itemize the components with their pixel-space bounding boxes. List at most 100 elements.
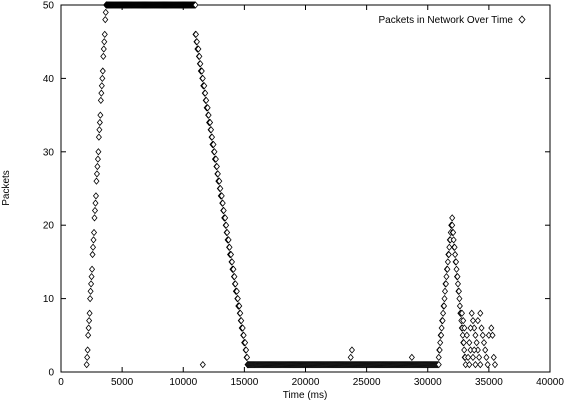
- data-point: [438, 324, 445, 332]
- data-point: [225, 236, 232, 244]
- data-point: [87, 287, 94, 295]
- x-tick-label: 20000: [292, 377, 320, 388]
- data-point: [193, 38, 200, 46]
- data-point: [209, 133, 216, 141]
- data-point: [466, 339, 473, 347]
- data-point: [227, 250, 235, 259]
- data-points: [83, 1, 499, 369]
- data-point: [466, 361, 473, 369]
- data-point: [446, 243, 453, 251]
- data-point: [477, 361, 484, 369]
- data-point: [197, 60, 204, 68]
- data-point: [467, 324, 474, 332]
- data-point: [471, 346, 478, 354]
- data-point: [88, 280, 95, 288]
- data-point: [83, 361, 90, 369]
- data-point: [213, 162, 220, 171]
- data-point: [461, 324, 468, 332]
- data-point: [488, 324, 495, 332]
- data-point: [483, 353, 490, 361]
- x-tick-label: 5000: [111, 377, 134, 388]
- data-point: [242, 339, 249, 347]
- data-point: [100, 45, 107, 53]
- data-point: [473, 339, 480, 347]
- x-tick-label: 30000: [414, 377, 442, 388]
- data-point: [449, 214, 456, 222]
- data-point: [236, 302, 243, 310]
- legend: Packets in Network Over Time: [379, 15, 526, 26]
- data-point: [91, 214, 98, 222]
- data-point: [480, 339, 488, 347]
- data-point: [435, 361, 442, 369]
- data-point: [102, 8, 109, 16]
- data-point: [440, 309, 447, 317]
- data-point: [86, 316, 93, 325]
- data-point: [463, 331, 470, 339]
- data-point: [95, 133, 102, 141]
- data-point: [439, 316, 446, 325]
- data-point: [92, 199, 99, 207]
- data-point: [219, 199, 226, 207]
- data-point: [85, 331, 92, 339]
- data-point: [237, 309, 244, 317]
- data-point: [218, 192, 225, 200]
- data-point: [234, 294, 241, 303]
- data-point: [479, 331, 486, 339]
- data-point: [207, 118, 214, 127]
- data-point: [443, 272, 450, 281]
- data-point: [94, 162, 101, 171]
- data-point: [438, 331, 445, 339]
- x-tick-label: 35000: [475, 377, 503, 388]
- data-point: [232, 280, 239, 288]
- data-point: [469, 353, 477, 361]
- data-point: [210, 140, 217, 149]
- data-point: [93, 170, 100, 178]
- data-point: [97, 96, 104, 105]
- data-point: [90, 236, 97, 244]
- y-tick-label: 20: [43, 221, 55, 232]
- data-point: [101, 38, 108, 46]
- data-point: [223, 221, 230, 229]
- x-tick-label: 10000: [169, 377, 197, 388]
- data-point: [472, 331, 479, 339]
- data-point: [491, 361, 499, 369]
- data-point: [441, 302, 448, 310]
- data-point: [101, 30, 108, 38]
- data-point: [454, 272, 461, 281]
- data-point: [84, 346, 91, 354]
- data-point: [243, 346, 250, 354]
- data-point: [458, 309, 466, 317]
- plot-frame: [60, 4, 551, 373]
- x-tick-label: 15000: [230, 377, 258, 388]
- data-point: [469, 316, 477, 325]
- data-point: [238, 316, 245, 325]
- data-point: [472, 361, 479, 369]
- data-point: [99, 67, 106, 75]
- data-point: [202, 89, 209, 97]
- data-point: [96, 118, 103, 127]
- data-point: [444, 258, 451, 266]
- data-point: [97, 111, 104, 119]
- data-point: [468, 309, 475, 317]
- data-point: [465, 353, 472, 361]
- data-point: [456, 294, 463, 303]
- data-point: [444, 265, 451, 273]
- x-tick-label: 25000: [353, 377, 381, 388]
- y-tick-label: 10: [43, 294, 55, 305]
- data-point: [205, 111, 212, 119]
- data-point: [244, 353, 251, 361]
- data-point: [435, 353, 442, 361]
- data-point: [95, 148, 102, 156]
- data-point: [204, 104, 211, 112]
- data-point: [90, 243, 97, 251]
- data-point: [453, 265, 460, 273]
- data-point: [224, 228, 231, 237]
- data-point: [441, 287, 449, 295]
- y-tick-label: 50: [43, 1, 55, 12]
- data-point: [192, 1, 199, 9]
- data-point: [88, 272, 95, 281]
- data-point: [196, 52, 203, 61]
- data-point: [451, 243, 458, 251]
- data-point: [94, 155, 101, 163]
- data-point: [437, 339, 444, 347]
